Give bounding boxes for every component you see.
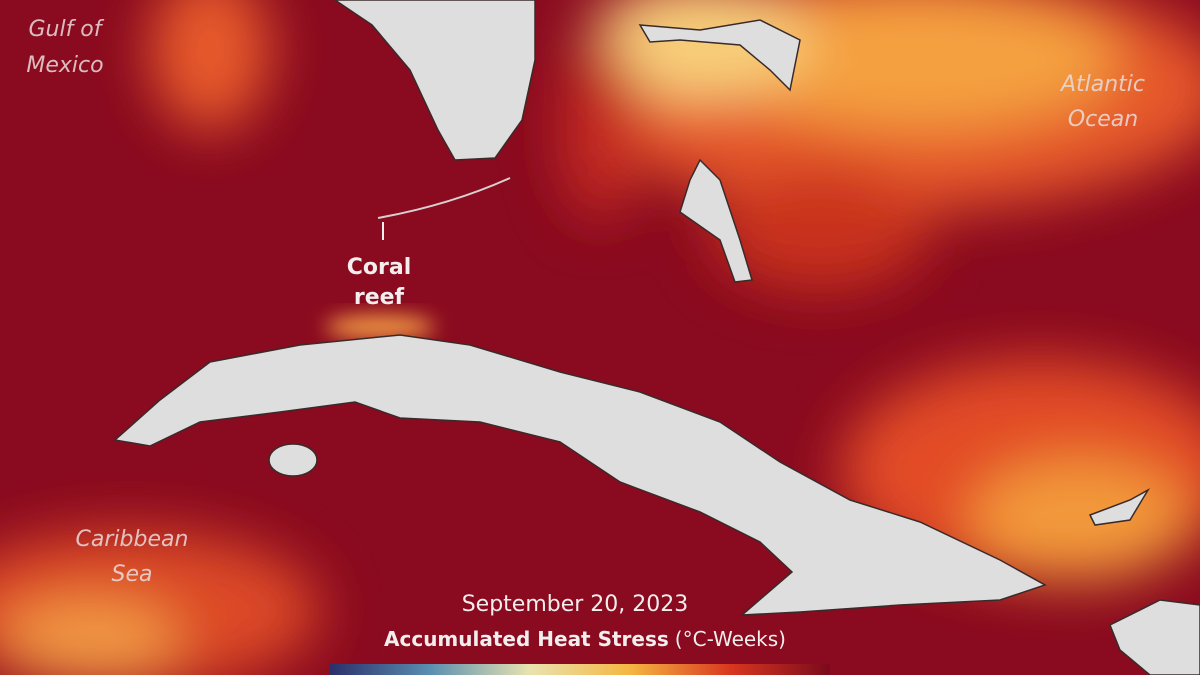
annotation: Coral	[347, 255, 412, 280]
legend-heading: Accumulated Heat Stress (°C-Weeks)	[384, 627, 786, 651]
land	[113, 0, 1200, 675]
reef-warm-patch	[325, 315, 435, 339]
water-label: Gulf of	[28, 17, 104, 42]
water-label: Mexico	[26, 53, 103, 78]
legend-unit: (°C-Weeks)	[675, 627, 786, 651]
andros	[679, 158, 753, 283]
water-label: Sea	[112, 562, 153, 587]
water-label: Caribbean	[76, 527, 189, 552]
annotation: reef	[354, 285, 405, 310]
date: September 20, 2023	[462, 592, 689, 617]
legend-title: Accumulated Heat Stress	[384, 627, 669, 651]
colorbar	[330, 664, 830, 675]
water-label: Atlantic	[1059, 72, 1145, 97]
grand-bahama	[638, 19, 801, 92]
cuba	[113, 334, 1047, 616]
florida-keys	[377, 177, 511, 219]
isla-de-la-juventud	[268, 443, 318, 477]
hispaniola	[1109, 599, 1200, 675]
water-label: Ocean	[1068, 107, 1138, 132]
inagua	[1088, 487, 1151, 526]
florida	[333, 0, 536, 161]
